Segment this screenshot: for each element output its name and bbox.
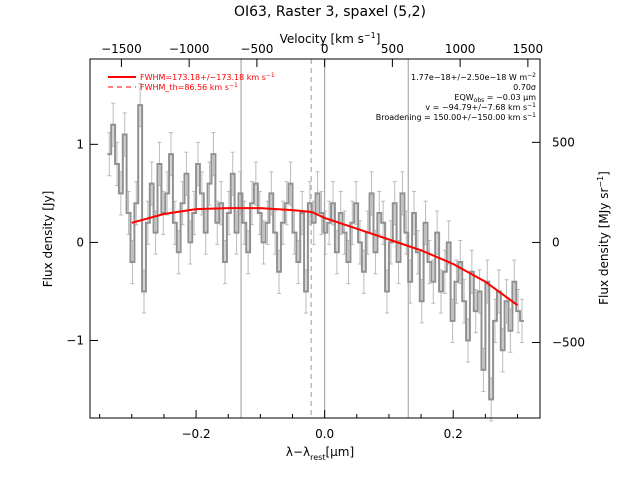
axis-ticks: −0.2 0.0 0.2 −1 0 1 −1500 −1000 −500 0 500 1000 1500…	[66, 42, 585, 441]
fit-series	[131, 207, 519, 307]
legend-fwhm-th-label: FWHM_th=86.56 km s−1	[140, 82, 238, 92]
top-tick-label: 1500	[513, 42, 544, 56]
annotation-eqw: EQWobs = −0.03 μm	[454, 93, 536, 104]
annotation-velocity: v = −94.79+/−7.68 km s−1	[425, 102, 536, 112]
chart-title: OI63, Raster 3, spaxel (5,2)	[234, 4, 426, 20]
right-tick-label: −500	[552, 336, 585, 350]
annotation-flux: 1.77e−18+/−2.50e−18 W m−2	[411, 72, 536, 82]
y-tick-label: 1	[76, 137, 84, 151]
y-tick-label: 0	[76, 235, 84, 249]
top-axis-title: Velocity [km s−1]	[280, 31, 381, 46]
fit-annotations: 1.77e−18+/−2.50e−18 W m−2 0.70σ EQWobs =…	[376, 72, 536, 122]
spectrum-error-bars	[107, 83, 524, 422]
top-tick-label: 0	[321, 42, 329, 56]
right-tick-label: 500	[552, 135, 575, 149]
y-axis-title: Flux density [Jy]	[41, 191, 55, 288]
top-tick-label: 1000	[445, 42, 476, 56]
spectrum-series	[107, 104, 524, 401]
plot-frame	[89, 58, 541, 419]
top-tick-label: −1000	[169, 42, 210, 56]
x-tick-label: −0.2	[182, 427, 211, 441]
x-tick-label: 0.0	[315, 427, 334, 441]
x-tick-label: 0.2	[444, 427, 463, 441]
right-axis-title: Flux density [MJy sr−1]	[596, 171, 611, 305]
y-tick-label: −1	[66, 334, 84, 348]
top-tick-label: 500	[381, 42, 404, 56]
top-tick-label: −500	[240, 42, 273, 56]
x-axis-title: λ−λrest[μm]	[286, 445, 354, 462]
annotation-significance: 0.70σ	[513, 83, 536, 92]
legend: FWHM=173.18+/−173.18 km s−1 FWHM_th=86.5…	[108, 72, 275, 92]
top-tick-label: −1500	[101, 42, 142, 56]
right-tick-label: 0	[552, 235, 560, 249]
legend-fwhm-label: FWHM=173.18+/−173.18 km s−1	[140, 72, 275, 82]
annotation-broadening: Broadening = 150.00+/−150.00 km s−1	[376, 112, 536, 122]
